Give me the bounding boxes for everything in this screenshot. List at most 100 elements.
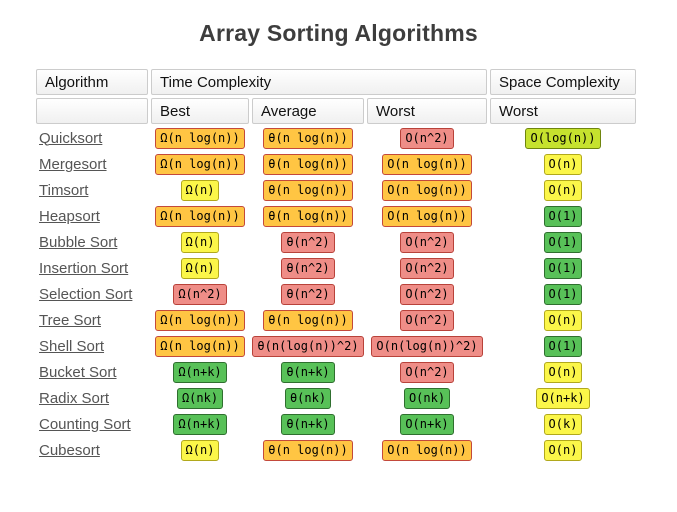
complexity-badge-yellow: O(n+k)	[536, 388, 590, 409]
best-cell: Ω(n+k)	[151, 413, 249, 436]
best-cell: Ω(n log(n))	[151, 153, 249, 176]
complexity-badge-orange: θ(n log(n))	[263, 440, 353, 461]
complexity-badge-red: θ(n^2)	[281, 284, 335, 305]
algorithm-link[interactable]: Heapsort	[39, 207, 100, 225]
complexity-badge-orange: θ(n log(n))	[263, 128, 353, 149]
algorithm-link[interactable]: Shell Sort	[39, 337, 105, 355]
space-worst-cell: O(1)	[490, 335, 636, 358]
space-worst-cell: O(1)	[490, 283, 636, 306]
best-cell: Ω(n)	[151, 257, 249, 280]
table-row: Bucket Sort Ω(n+k) θ(n+k) O(n^2) O(n)	[36, 361, 636, 384]
algorithm-link[interactable]: Bubble Sort	[39, 233, 118, 251]
page-title: Array Sorting Algorithms	[199, 20, 478, 46]
space-worst-cell: O(n+k)	[490, 387, 636, 410]
best-cell: Ω(nk)	[151, 387, 249, 410]
worst-cell: O(nk)	[367, 387, 487, 410]
algorithm-link[interactable]: Bucket Sort	[39, 363, 117, 381]
average-cell: θ(n(log(n))^2)	[252, 335, 364, 358]
worst-cell: O(n^2)	[367, 309, 487, 332]
header-time-complexity: Time Complexity	[151, 69, 487, 95]
complexity-badge-orange: O(n log(n))	[382, 180, 472, 201]
complexity-badge-orange: O(n log(n))	[382, 206, 472, 227]
complexity-badge-orange: O(n log(n))	[382, 154, 472, 175]
average-cell: θ(n log(n))	[252, 205, 364, 228]
worst-cell: O(n^2)	[367, 231, 487, 254]
complexity-badge-orange: θ(n log(n))	[263, 206, 353, 227]
complexity-badge-green: θ(n+k)	[281, 414, 335, 435]
worst-cell: O(n^2)	[367, 361, 487, 384]
algorithm-cell: Timsort	[36, 179, 148, 202]
algorithm-link[interactable]: Tree Sort	[39, 311, 101, 329]
algorithm-cell: Quicksort	[36, 127, 148, 150]
algorithm-link[interactable]: Radix Sort	[39, 389, 110, 407]
worst-cell: O(n log(n))	[367, 439, 487, 462]
table-row: Timsort Ω(n) θ(n log(n)) O(n log(n)) O(n)	[36, 179, 636, 202]
table-row: Selection Sort Ω(n^2) θ(n^2) O(n^2) O(1)	[36, 283, 636, 306]
complexity-badge-yellow: O(k)	[543, 414, 583, 435]
complexity-badge-yellow: Ω(n)	[180, 258, 220, 279]
algorithm-cell: Bubble Sort	[36, 231, 148, 254]
space-worst-cell: O(k)	[490, 413, 636, 436]
header-space-complexity: Space Complexity	[490, 69, 636, 95]
worst-cell: O(n^2)	[367, 127, 487, 150]
complexity-badge-red: O(n(log(n))^2)	[371, 336, 483, 357]
complexity-badge-yellowgreen: O(log(n))	[525, 128, 601, 149]
table-row: Insertion Sort Ω(n) θ(n^2) O(n^2) O(1)	[36, 257, 636, 280]
worst-cell: O(n(log(n))^2)	[367, 335, 487, 358]
algorithm-cell: Counting Sort	[36, 413, 148, 436]
table-row: Radix Sort Ω(nk) θ(nk) O(nk) O(n+k)	[36, 387, 636, 410]
complexity-badge-green: O(1)	[543, 232, 583, 253]
complexity-badge-red: O(n^2)	[400, 284, 454, 305]
complexity-badge-green: Ω(n+k)	[173, 362, 227, 383]
complexity-badge-yellow: Ω(n)	[180, 180, 220, 201]
table-row: Mergesort Ω(n log(n)) θ(n log(n)) O(n log(n…	[36, 153, 636, 176]
complexity-badge-green: Ω(n+k)	[173, 414, 227, 435]
complexity-badge-red: θ(n^2)	[281, 258, 335, 279]
complexity-badge-red: O(n^2)	[400, 310, 454, 331]
average-cell: θ(n log(n))	[252, 127, 364, 150]
complexity-badge-yellow: O(n)	[543, 362, 583, 383]
algorithm-link[interactable]: Quicksort	[39, 129, 103, 147]
table-body: Quicksort Ω(n log(n)) θ(n log(n)) O(n^2) O(l…	[36, 127, 636, 462]
complexity-badge-yellow: O(n)	[543, 154, 583, 175]
complexity-badge-red: O(n^2)	[400, 362, 454, 383]
complexity-badge-orange: Ω(n log(n))	[155, 128, 245, 149]
worst-cell: O(n log(n))	[367, 179, 487, 202]
algorithm-link[interactable]: Timsort	[39, 181, 89, 199]
worst-cell: O(n^2)	[367, 257, 487, 280]
space-worst-cell: O(n)	[490, 179, 636, 202]
space-worst-cell: O(n)	[490, 439, 636, 462]
header-row-cases: Best Average Worst Worst	[36, 98, 636, 124]
table-row: Counting Sort Ω(n+k) θ(n+k) O(n+k) O(k)	[36, 413, 636, 436]
average-cell: θ(n+k)	[252, 361, 364, 384]
best-cell: Ω(n)	[151, 179, 249, 202]
worst-cell: O(n log(n))	[367, 205, 487, 228]
best-cell: Ω(n log(n))	[151, 309, 249, 332]
algorithm-link[interactable]: Mergesort	[39, 155, 107, 173]
algorithm-link[interactable]: Insertion Sort	[39, 259, 129, 277]
algorithm-cell: Cubesort	[36, 439, 148, 462]
complexity-badge-green: O(1)	[543, 258, 583, 279]
algorithm-link[interactable]: Selection Sort	[39, 285, 133, 303]
header-worst: Worst	[367, 98, 487, 124]
average-cell: θ(n^2)	[252, 257, 364, 280]
header-space-worst: Worst	[490, 98, 636, 124]
worst-cell: O(n log(n))	[367, 153, 487, 176]
table-row: Shell Sort Ω(n log(n)) θ(n(log(n))^2) O(n(l…	[36, 335, 636, 358]
complexity-badge-green: θ(n+k)	[281, 362, 335, 383]
algorithm-link[interactable]: Counting Sort	[39, 415, 131, 433]
algorithm-cell: Bucket Sort	[36, 361, 148, 384]
complexity-badge-yellow: Ω(n)	[180, 440, 220, 461]
algorithm-link[interactable]: Cubesort	[39, 441, 100, 459]
complexity-badge-orange: O(n log(n))	[382, 440, 472, 461]
algorithm-cell: Heapsort	[36, 205, 148, 228]
complexity-badge-red: O(n^2)	[400, 128, 454, 149]
best-cell: Ω(n)	[151, 231, 249, 254]
space-worst-cell: O(log(n))	[490, 127, 636, 150]
complexity-badge-yellow: O(n)	[543, 180, 583, 201]
complexity-badge-green: θ(nk)	[284, 388, 332, 409]
complexity-badge-green: O(n+k)	[400, 414, 454, 435]
average-cell: θ(n^2)	[252, 231, 364, 254]
average-cell: θ(n^2)	[252, 283, 364, 306]
complexity-badge-red: O(n^2)	[400, 258, 454, 279]
